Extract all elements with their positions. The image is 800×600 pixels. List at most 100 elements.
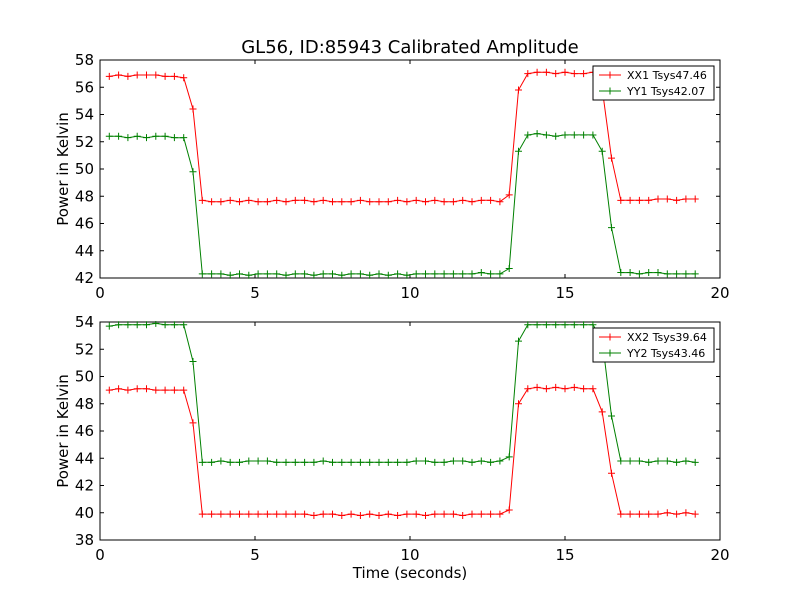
data-point (291, 270, 299, 278)
data-point (254, 270, 262, 278)
y-tick-label: 56 (75, 78, 94, 96)
data-point (617, 196, 625, 204)
data-point (533, 130, 541, 138)
data-point (180, 321, 188, 329)
data-point (273, 196, 281, 204)
data-point (524, 385, 532, 393)
y-tick-label: 50 (75, 368, 94, 386)
data-point (533, 321, 541, 329)
data-point (217, 510, 225, 518)
x-tick-label: 0 (95, 284, 105, 302)
data-point (449, 457, 457, 465)
data-point (608, 154, 615, 162)
data-point (598, 408, 606, 416)
data-point (673, 458, 681, 466)
data-point (347, 270, 355, 278)
data-point (682, 509, 690, 517)
data-point (552, 321, 560, 329)
data-point (505, 453, 513, 461)
data-point (310, 511, 318, 519)
data-point (384, 271, 392, 279)
x-tick-label: 20 (710, 284, 729, 302)
data-point (366, 271, 374, 279)
data-point (263, 510, 271, 518)
data-point (217, 457, 225, 465)
data-point (180, 134, 188, 142)
data-point (319, 510, 327, 518)
data-point (431, 458, 439, 466)
data-point (394, 196, 402, 204)
data-point (236, 198, 243, 206)
legend-marker (606, 333, 614, 341)
data-point (663, 270, 671, 278)
data-point (143, 134, 150, 142)
data-point (487, 270, 495, 278)
data-point (198, 196, 206, 204)
legend-marker (606, 71, 614, 79)
legend-label: YY1 Tsys42.07 (626, 85, 705, 98)
data-point (366, 458, 374, 466)
plot-panel-2: 0 5 10 15 20 38 40 42 44 46 48 50 52 54 Power in Kelvi… (54, 313, 730, 582)
data-point (161, 321, 169, 329)
data-point (273, 510, 281, 518)
data-point (542, 68, 550, 76)
data-point (580, 321, 588, 329)
data-point (356, 458, 364, 466)
data-point (477, 196, 485, 204)
y-tick-label: 54 (75, 106, 94, 124)
data-point (403, 198, 411, 206)
data-point (338, 511, 346, 519)
y-tick-label: 42 (75, 477, 94, 495)
data-point (329, 458, 336, 466)
data-point (189, 105, 197, 113)
data-point (143, 385, 150, 393)
x-tick-label: 0 (95, 546, 105, 564)
data-point (459, 457, 467, 465)
data-point (505, 191, 513, 199)
data-point (440, 510, 448, 518)
data-point (208, 458, 216, 466)
data-point (598, 147, 606, 155)
data-point (617, 269, 625, 277)
data-point (366, 510, 374, 518)
data-point (515, 337, 522, 345)
data-point (515, 147, 522, 155)
data-point (319, 196, 327, 204)
data-point (338, 198, 346, 206)
data-point (124, 321, 132, 329)
data-point (487, 510, 495, 518)
data-point (161, 386, 169, 394)
data-point (431, 196, 439, 204)
data-point (198, 270, 206, 278)
series-line (109, 386, 696, 517)
data-point (477, 269, 485, 277)
data-point (561, 321, 569, 329)
data-point (422, 270, 429, 278)
data-point (626, 269, 634, 277)
series-yy1 (105, 130, 699, 279)
data-point (226, 271, 234, 279)
legend-marker (606, 349, 614, 357)
data-point (533, 68, 541, 76)
data-point (152, 71, 160, 79)
data-point (245, 510, 253, 518)
data-point (198, 458, 206, 466)
data-point (282, 510, 290, 518)
data-point (338, 271, 346, 279)
data-point (394, 458, 402, 466)
data-point (133, 132, 141, 140)
data-point (487, 196, 495, 204)
data-point (654, 269, 662, 277)
x-tick-label: 10 (400, 546, 419, 564)
data-point (570, 70, 578, 78)
data-point (663, 509, 671, 517)
data-point (691, 270, 699, 278)
data-point (412, 196, 420, 204)
legend-label: XX2 Tsys39.64 (627, 331, 707, 344)
data-point (645, 196, 653, 204)
data-point (542, 321, 550, 329)
data-point (133, 71, 141, 79)
data-point (180, 386, 188, 394)
data-point (673, 196, 681, 204)
